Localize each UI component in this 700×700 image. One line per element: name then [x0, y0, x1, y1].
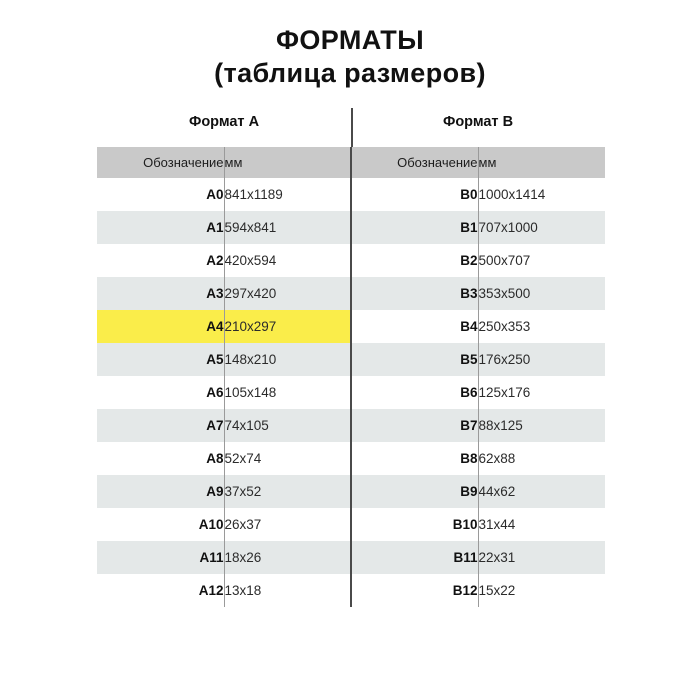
cell-designation-b: B4 — [351, 310, 479, 343]
cell-mm-a: 37x52 — [224, 475, 352, 508]
cell-mm-a: 210x297 — [224, 310, 352, 343]
cell-mm-b: 707x1000 — [478, 211, 605, 244]
cell-mm-b: 15x22 — [478, 574, 605, 607]
cell-designation-a: A7 — [97, 409, 225, 442]
cell-mm-b: 500x707 — [478, 244, 605, 277]
cell-designation-b: B2 — [351, 244, 479, 277]
cell-designation-b: B9 — [351, 475, 479, 508]
table-row: A5 148x210 B5 176x250 — [97, 343, 605, 376]
page-title: ФОРМАТЫ (таблица размеров) — [0, 24, 700, 90]
cell-designation-b: B10 — [351, 508, 479, 541]
cell-mm-a: 105x148 — [224, 376, 352, 409]
cell-designation-a: A8 — [97, 442, 225, 475]
table-row: A11 18x26 B11 22x31 — [97, 541, 605, 574]
header-mm-b: мм — [478, 147, 605, 178]
cell-designation-a: A0 — [97, 178, 225, 211]
cell-designation-b: B12 — [351, 574, 479, 607]
section-header-format-a: Формат А — [188, 114, 260, 130]
cell-mm-a: 841x1189 — [224, 178, 352, 211]
cell-designation-a: A1 — [97, 211, 225, 244]
cell-designation-b: B11 — [351, 541, 479, 574]
table-row: A10 26x37 B10 31x44 — [97, 508, 605, 541]
cell-designation-b: B0 — [351, 178, 479, 211]
table-header-row: Обозначение мм Обозначение мм — [97, 147, 605, 178]
table-row: A2 420x594 B2 500x707 — [97, 244, 605, 277]
cell-mm-b: 22x31 — [478, 541, 605, 574]
cell-mm-a: 18x26 — [224, 541, 352, 574]
cell-mm-b: 353x500 — [478, 277, 605, 310]
cell-mm-b: 176x250 — [478, 343, 605, 376]
cell-designation-b: B6 — [351, 376, 479, 409]
header-designation-b: Обозначение — [351, 147, 479, 178]
center-divider-top — [351, 108, 353, 147]
table-row: A12 13x18 B12 15x22 — [97, 574, 605, 607]
cell-designation-a: A10 — [97, 508, 225, 541]
cell-designation-a: A2 — [97, 244, 225, 277]
cell-designation-a: A5 — [97, 343, 225, 376]
cell-mm-b: 250x353 — [478, 310, 605, 343]
cell-designation-a: A9 — [97, 475, 225, 508]
table-row: A7 74x105 B7 88x125 — [97, 409, 605, 442]
cell-designation-a: A3 — [97, 277, 225, 310]
cell-designation-b: B3 — [351, 277, 479, 310]
cell-mm-b: 125x176 — [478, 376, 605, 409]
table-row: A4 210x297 B4 250x353 — [97, 310, 605, 343]
cell-mm-a: 52x74 — [224, 442, 352, 475]
cell-designation-b: B8 — [351, 442, 479, 475]
cell-mm-a: 594x841 — [224, 211, 352, 244]
cell-mm-a: 297x420 — [224, 277, 352, 310]
cell-mm-b: 62x88 — [478, 442, 605, 475]
table-body: A0 841x1189 B0 1000x1414 A1 594x841 B1 707x1000… — [97, 178, 605, 607]
cell-designation-b: B7 — [351, 409, 479, 442]
formats-table: Обозначение мм Обозначение мм A0 841x1189… — [97, 147, 605, 607]
cell-designation-b: B5 — [351, 343, 479, 376]
cell-mm-a: 420x594 — [224, 244, 352, 277]
header-mm-a: мм — [224, 147, 352, 178]
section-headers: Формат А Формат В — [97, 112, 605, 138]
cell-designation-b: B1 — [351, 211, 479, 244]
section-header-format-b: Формат В — [442, 114, 514, 130]
table-row: A8 52x74 B8 62x88 — [97, 442, 605, 475]
cell-mm-b: 31x44 — [478, 508, 605, 541]
cell-designation-a: A11 — [97, 541, 225, 574]
table-row: A1 594x841 B1 707x1000 — [97, 211, 605, 244]
cell-mm-b: 88x125 — [478, 409, 605, 442]
table-row: A0 841x1189 B0 1000x1414 — [97, 178, 605, 211]
title-line-1: ФОРМАТЫ — [275, 25, 425, 55]
table-header: Обозначение мм Обозначение мм — [97, 147, 605, 178]
header-designation-a: Обозначение — [97, 147, 225, 178]
formats-table-wrap: Обозначение мм Обозначение мм A0 841x1189… — [97, 147, 605, 607]
cell-mm-a: 74x105 — [224, 409, 352, 442]
cell-designation-a: A12 — [97, 574, 225, 607]
cell-designation-a: A6 — [97, 376, 225, 409]
cell-mm-b: 44x62 — [478, 475, 605, 508]
table-row: A9 37x52 B9 44x62 — [97, 475, 605, 508]
title-line-2: (таблица размеров) — [214, 58, 486, 88]
cell-mm-a: 13x18 — [224, 574, 352, 607]
table-row: A6 105x148 B6 125x176 — [97, 376, 605, 409]
cell-designation-a: A4 — [97, 310, 225, 343]
cell-mm-a: 26x37 — [224, 508, 352, 541]
cell-mm-a: 148x210 — [224, 343, 352, 376]
table-row: A3 297x420 B3 353x500 — [97, 277, 605, 310]
cell-mm-b: 1000x1414 — [478, 178, 605, 211]
